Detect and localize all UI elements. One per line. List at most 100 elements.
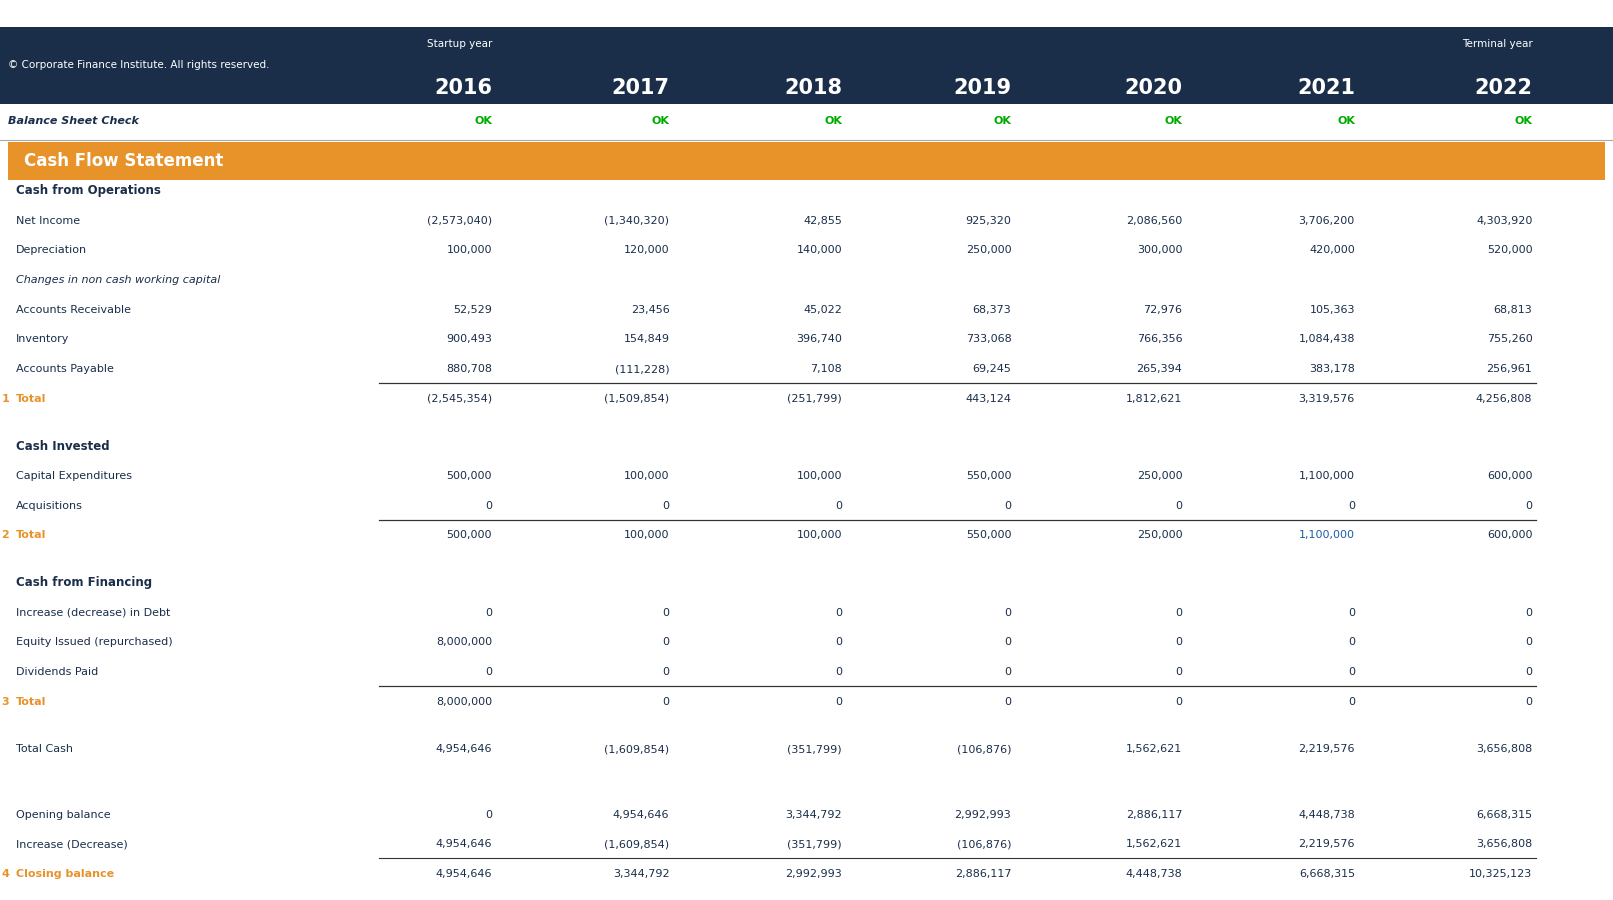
- Text: 2,086,560: 2,086,560: [1126, 215, 1182, 226]
- Text: 4,256,808: 4,256,808: [1476, 393, 1532, 404]
- Text: 0: 0: [1348, 608, 1355, 617]
- Text: (1,509,854): (1,509,854): [605, 393, 669, 404]
- Text: Capital Expenditures: Capital Expenditures: [16, 471, 132, 481]
- Text: (2,573,040): (2,573,040): [427, 215, 492, 226]
- Text: 0: 0: [836, 667, 842, 677]
- Text: 500,000: 500,000: [447, 471, 492, 481]
- Text: Balance Sheet Check: Balance Sheet Check: [8, 115, 139, 126]
- Text: 0: 0: [663, 500, 669, 510]
- Text: Depreciation: Depreciation: [16, 245, 87, 256]
- Text: 2,219,576: 2,219,576: [1298, 839, 1355, 850]
- Text: 2,992,993: 2,992,993: [786, 868, 842, 879]
- Text: 1: 1: [2, 393, 10, 404]
- Text: 3,344,792: 3,344,792: [613, 868, 669, 879]
- Text: 154,849: 154,849: [623, 334, 669, 345]
- Text: 420,000: 420,000: [1310, 245, 1355, 256]
- Text: 4,303,920: 4,303,920: [1476, 215, 1532, 226]
- Text: 265,394: 265,394: [1137, 364, 1182, 374]
- Text: 105,363: 105,363: [1310, 304, 1355, 315]
- Text: OK: OK: [824, 115, 842, 126]
- Text: 4,954,646: 4,954,646: [613, 809, 669, 820]
- Text: Acquisitions: Acquisitions: [16, 500, 82, 510]
- Text: 443,124: 443,124: [965, 393, 1011, 404]
- Text: 600,000: 600,000: [1487, 530, 1532, 540]
- Text: 0: 0: [1526, 667, 1532, 677]
- Text: 4,448,738: 4,448,738: [1298, 809, 1355, 820]
- Text: 8,000,000: 8,000,000: [436, 637, 492, 647]
- Text: 500,000: 500,000: [447, 530, 492, 540]
- Text: OK: OK: [652, 115, 669, 126]
- Text: 0: 0: [1348, 637, 1355, 647]
- Text: 2018: 2018: [784, 78, 842, 98]
- Text: Cash from Financing: Cash from Financing: [16, 576, 152, 590]
- Text: (111,228): (111,228): [615, 364, 669, 374]
- Text: 1,100,000: 1,100,000: [1298, 530, 1355, 540]
- Text: 766,356: 766,356: [1137, 334, 1182, 345]
- Text: 0: 0: [1526, 697, 1532, 706]
- Text: 733,068: 733,068: [966, 334, 1011, 345]
- Text: 0: 0: [1526, 637, 1532, 647]
- Text: OK: OK: [1165, 115, 1182, 126]
- Text: 0: 0: [663, 637, 669, 647]
- Text: 396,740: 396,740: [797, 334, 842, 345]
- Text: 925,320: 925,320: [966, 215, 1011, 226]
- Text: 2,886,117: 2,886,117: [1126, 809, 1182, 820]
- Text: Cash from Operations: Cash from Operations: [16, 184, 161, 197]
- Text: Total: Total: [16, 393, 47, 404]
- Text: 0: 0: [1005, 637, 1011, 647]
- Text: 8,000,000: 8,000,000: [436, 697, 492, 706]
- Text: 0: 0: [836, 500, 842, 510]
- Text: 250,000: 250,000: [966, 245, 1011, 256]
- Text: Cash Flow Statement: Cash Flow Statement: [24, 152, 224, 170]
- Text: 256,961: 256,961: [1487, 364, 1532, 374]
- Text: 0: 0: [486, 809, 492, 820]
- Text: 72,976: 72,976: [1144, 304, 1182, 315]
- Text: 2022: 2022: [1474, 78, 1532, 98]
- Text: 0: 0: [1176, 667, 1182, 677]
- Text: 0: 0: [663, 667, 669, 677]
- Text: 2,219,576: 2,219,576: [1298, 744, 1355, 754]
- Text: 6,668,315: 6,668,315: [1298, 868, 1355, 879]
- Text: 3: 3: [2, 697, 10, 706]
- Text: Startup year: Startup year: [426, 39, 492, 49]
- Text: Opening balance: Opening balance: [16, 809, 111, 820]
- Text: (1,609,854): (1,609,854): [605, 744, 669, 754]
- Text: 900,493: 900,493: [447, 334, 492, 345]
- Text: 4,954,646: 4,954,646: [436, 839, 492, 850]
- Text: 755,260: 755,260: [1487, 334, 1532, 345]
- Text: 0: 0: [1176, 608, 1182, 617]
- Text: Closing balance: Closing balance: [16, 868, 115, 879]
- Text: 0: 0: [1176, 637, 1182, 647]
- Text: 69,245: 69,245: [973, 364, 1011, 374]
- Text: Increase (Decrease): Increase (Decrease): [16, 839, 127, 850]
- Text: Total Cash: Total Cash: [16, 744, 73, 754]
- Text: 4,448,738: 4,448,738: [1126, 868, 1182, 879]
- Text: 550,000: 550,000: [966, 471, 1011, 481]
- Text: Inventory: Inventory: [16, 334, 69, 345]
- Text: 550,000: 550,000: [966, 530, 1011, 540]
- Text: 120,000: 120,000: [624, 245, 669, 256]
- Text: 1,100,000: 1,100,000: [1298, 471, 1355, 481]
- Text: 68,373: 68,373: [973, 304, 1011, 315]
- Text: 2017: 2017: [611, 78, 669, 98]
- Text: 0: 0: [836, 697, 842, 706]
- Text: (2,545,354): (2,545,354): [427, 393, 492, 404]
- Text: 880,708: 880,708: [445, 364, 492, 374]
- Text: 6,668,315: 6,668,315: [1476, 809, 1532, 820]
- FancyBboxPatch shape: [8, 142, 1605, 180]
- Text: Changes in non cash working capital: Changes in non cash working capital: [16, 274, 221, 285]
- Text: 3,319,576: 3,319,576: [1298, 393, 1355, 404]
- Text: 100,000: 100,000: [624, 471, 669, 481]
- Text: 23,456: 23,456: [631, 304, 669, 315]
- Text: 300,000: 300,000: [1137, 245, 1182, 256]
- Text: 0: 0: [1526, 500, 1532, 510]
- Text: 0: 0: [1176, 500, 1182, 510]
- Text: 0: 0: [1005, 667, 1011, 677]
- Text: 52,529: 52,529: [453, 304, 492, 315]
- Text: (1,340,320): (1,340,320): [605, 215, 669, 226]
- Text: 0: 0: [1005, 608, 1011, 617]
- Text: 520,000: 520,000: [1487, 245, 1532, 256]
- Text: 0: 0: [836, 608, 842, 617]
- Text: 600,000: 600,000: [1487, 471, 1532, 481]
- Text: 3,706,200: 3,706,200: [1298, 215, 1355, 226]
